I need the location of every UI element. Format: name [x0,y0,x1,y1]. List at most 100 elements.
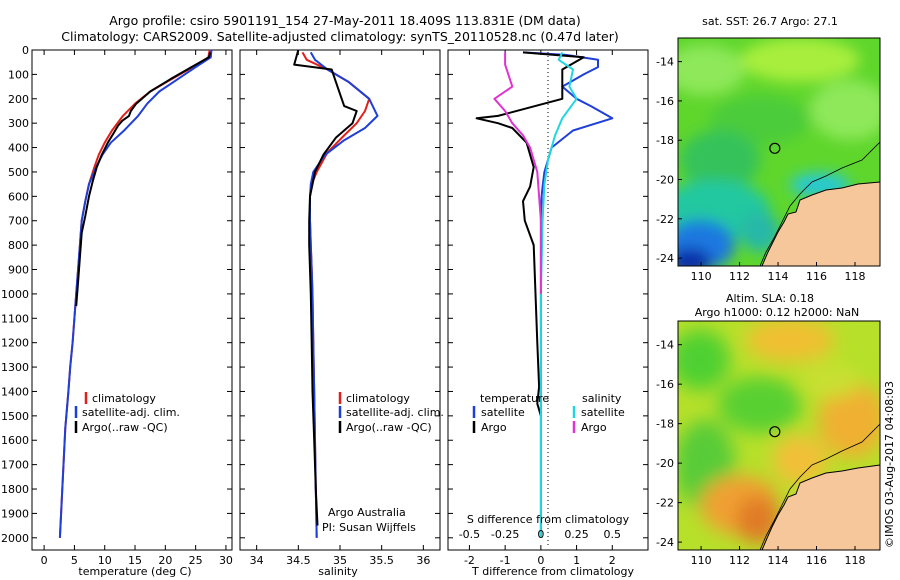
map-x-tick-label: 114 [768,270,789,283]
y-tick-label: 1100 [1,312,29,325]
sst-map-frame [677,37,881,267]
y-tick-label: 500 [8,166,29,179]
map-x-tick-label: 110 [691,270,712,283]
series-line-1 [58,49,211,538]
sst-map-panel: sat. SST: 26.7 Argo: 27.1 110 112 114 116 11… [656,15,881,283]
salinity-xlabel: salinity [318,565,358,578]
y-tick-label: 1200 [1,337,29,350]
temperature-legend: climatology satellite-adj. clim. Argo(..… [74,392,180,434]
map-y-tick-label: -20 [656,174,674,187]
map-x-tick-label: 118 [844,270,865,283]
salinity-legend: climatology satellite-adj. clim. Argo(..… [338,392,444,434]
series-line-3 [539,51,578,538]
x-tick-label: -1 [500,554,511,567]
map-y-tick-label: -16 [656,378,674,391]
y-tick-label: 400 [8,142,29,155]
legend-climatology-label: climatology [346,392,410,405]
salinity-panel: 34 34.5 35 35.5 36 salinity climatology sate… [239,49,444,578]
x-tick-label: 30 [219,554,233,567]
sla-map-panel: Altim. SLA: 0.18 Argo h1000: 0.12 h2000:… [656,292,881,567]
x-tick-label: 25 [189,554,203,567]
s-x-tick-label: -0.25 [491,528,519,541]
map-x-tick-label: 110 [691,554,712,567]
s-x-tick-label: -0.5 [459,528,480,541]
map-x-tick-label: 112 [729,270,750,283]
map-y-tick-label: -14 [656,339,674,352]
y-tick-label: 300 [8,117,29,130]
map-y-tick-label: -24 [656,252,674,265]
legend-s-argo-label: Argo [581,421,607,434]
map-x-tick-label: 114 [768,554,789,567]
y-tick-label: 1700 [1,459,29,472]
difference-panel: -2 -1 0 1 2 S difference from climatology -0… [447,49,649,578]
x-tick-label: 2 [609,554,616,567]
legend-argo-label: Argo(..raw -QC) [346,421,432,434]
x-tick-label: 0 [537,554,544,567]
map-x-tick-label: 116 [806,270,827,283]
y-tick-label: 1800 [1,483,29,496]
s-x-tick-label: 0.5 [604,528,622,541]
temperature-xlabel: temperature (deg C) [78,565,191,578]
sst-coastline [761,181,880,266]
map-y-tick-label: -20 [656,457,674,470]
x-tick-label: 5 [71,554,78,567]
difference-legend: temperature salinity satellite Argo sate… [472,392,625,434]
legend-t-satellite-label: satellite [481,406,525,419]
sst-field [678,38,880,266]
x-tick-label: 20 [158,554,172,567]
figure-title-line2: Climatology: CARS2009. Satellite-adjuste… [61,29,618,44]
x-tick-label: 35 [333,554,347,567]
series-line-4 [493,52,542,294]
legend-temperature-header: temperature [480,392,549,405]
legend-satellite-label: satellite-adj. clim. [82,406,180,419]
pi-annotation: PI: Susan Wijffels [322,521,416,534]
legend-t-argo-label: Argo [481,421,507,434]
figure-title-line1: Argo profile: csiro 5901191_154 27-May-2… [109,13,581,28]
x-tick-label: 35.5 [369,554,394,567]
s-x-tick-label: 0 [537,528,544,541]
y-tick-label: 1300 [1,361,29,374]
difference-axes-frame [447,49,649,551]
map-y-tick-label: -18 [656,418,674,431]
sla-bathymetry-contour [759,423,880,550]
map-y-tick-label: -18 [656,134,674,147]
y-tick-label: 200 [8,93,29,106]
y-tick-label: 0 [22,44,29,57]
series-line-3 [75,52,212,307]
sst-land [762,182,880,266]
sla-map-subtitle: Argo h1000: 0.12 h2000: NaN [695,306,860,319]
x-tick-label: -2 [464,554,475,567]
sst-profile-marker [769,142,781,154]
y-tick-label: 1000 [1,288,29,301]
sla-coastline [761,464,880,550]
sla-land [762,465,880,550]
series-line-2 [475,51,585,417]
s-x-tick-label: 0.25 [564,528,589,541]
temperature-axes-frame [31,49,233,551]
series-line-2 [309,51,379,538]
map-y-tick-label: -14 [656,56,674,69]
t-difference-xlabel: T difference from climatology [471,565,634,578]
imos-credit: ©IMOS 03-Aug-2017 04:08:03 [883,381,896,548]
map-y-tick-label: -22 [656,213,674,226]
map-y-tick-label: -16 [656,95,674,108]
y-tick-label: 800 [8,239,29,252]
legend-salinity-header: salinity [582,392,622,405]
y-tick-label: 1500 [1,410,29,423]
x-tick-label: 10 [98,554,112,567]
map-x-tick-label: 116 [806,554,827,567]
series-line-2 [58,49,213,538]
map-y-tick-label: -24 [656,536,674,549]
map-x-tick-label: 118 [844,554,865,567]
map-y-tick-label: -22 [656,497,674,510]
y-tick-label: 1600 [1,434,29,447]
sst-bathymetry-contour [759,141,880,266]
sst-map-title: sat. SST: 26.7 Argo: 27.1 [702,15,838,28]
y-tick-label: 1400 [1,385,29,398]
sla-map-title: Altim. SLA: 0.18 [726,292,814,305]
y-tick-label: 100 [8,68,29,81]
legend-satellite-label: satellite-adj. clim. [346,406,444,419]
y-tick-label: 600 [8,190,29,203]
sla-map-frame [677,320,881,551]
